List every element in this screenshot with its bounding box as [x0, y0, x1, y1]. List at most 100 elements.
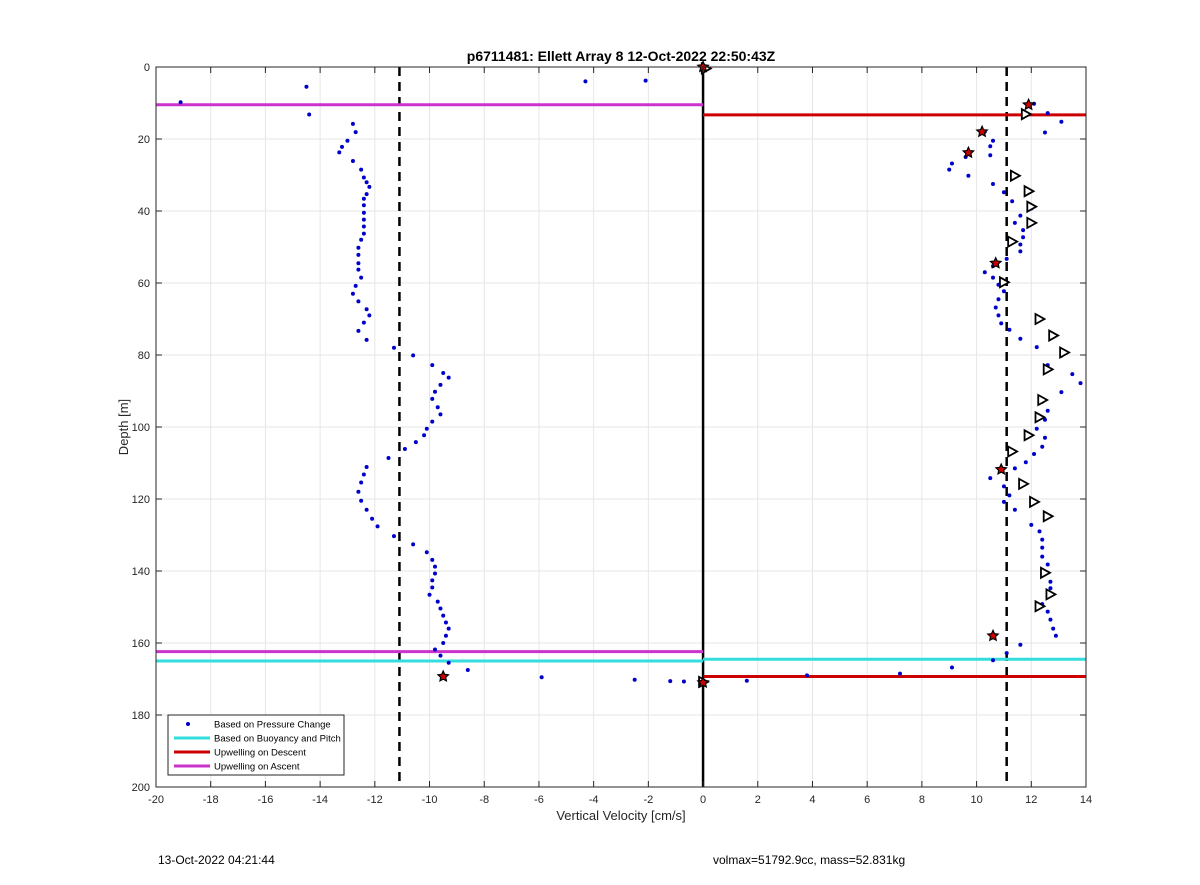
data-point	[386, 455, 391, 460]
data-point	[364, 337, 369, 342]
data-point	[1007, 493, 1012, 498]
data-point	[1010, 199, 1015, 204]
data-point	[1048, 617, 1053, 622]
chart-title: p6711481: Ellett Array 8 12-Oct-2022 22:…	[467, 48, 776, 64]
data-point	[991, 182, 995, 186]
data-point	[465, 668, 470, 672]
data-point	[435, 599, 440, 604]
data-point	[422, 433, 427, 438]
data-point	[433, 564, 437, 569]
axis-ticks: -20 -18 -16 -14 -12 -10 -8 -6 -4 -2 0 2 4 6 8 10 12 14020…	[132, 62, 1092, 806]
data-point	[402, 446, 407, 451]
data-point	[356, 328, 361, 333]
data-point	[435, 405, 440, 410]
data-point	[1040, 444, 1045, 449]
data-point	[359, 480, 364, 485]
data-point	[361, 203, 366, 208]
data-point	[681, 679, 686, 684]
data-point	[1001, 289, 1006, 294]
data-point	[1037, 529, 1042, 534]
data-point	[1078, 381, 1083, 386]
data-point	[1018, 242, 1023, 247]
star-marker	[1021, 97, 1036, 111]
data-point	[364, 507, 369, 512]
x-tick-label: -12	[367, 794, 383, 806]
data-point	[988, 476, 993, 481]
data-point	[356, 299, 361, 304]
star-marker	[436, 669, 450, 683]
y-tick-label: 180	[132, 710, 150, 722]
data-point	[430, 557, 435, 562]
data-point	[1042, 417, 1047, 422]
data-point	[356, 489, 361, 494]
data-point	[438, 606, 443, 611]
data-point	[424, 550, 429, 555]
data-point	[411, 542, 416, 547]
data-point	[991, 275, 995, 280]
data-point	[668, 679, 673, 684]
triangle-marker	[1045, 587, 1058, 601]
footer-timestamp: 13-Oct-2022 04:21:44	[158, 853, 275, 867]
data-point	[898, 671, 902, 676]
data-point	[430, 396, 435, 401]
triangle-marker	[1026, 216, 1039, 230]
data-point	[391, 534, 396, 539]
data-point	[446, 660, 451, 665]
data-point	[350, 291, 355, 296]
triangle-marker	[999, 275, 1011, 289]
data-point	[359, 237, 364, 242]
data-point	[304, 84, 309, 89]
data-point	[643, 78, 648, 83]
data-point	[413, 440, 418, 445]
triangle-marker	[1059, 345, 1071, 360]
y-tick-label: 80	[138, 350, 150, 362]
data-point	[361, 210, 366, 215]
y-tick-label: 40	[138, 206, 150, 218]
data-point	[361, 196, 366, 201]
data-point	[1045, 609, 1050, 614]
data-point	[361, 320, 366, 325]
data-point	[353, 283, 358, 288]
x-tick-label: 6	[864, 794, 870, 806]
data-point	[1040, 545, 1045, 550]
data-point	[1023, 460, 1028, 465]
data-point	[988, 144, 993, 149]
data-point	[1040, 537, 1045, 542]
triangle-marker	[1040, 566, 1052, 580]
triangle-marker	[1042, 362, 1055, 376]
data-point	[441, 371, 446, 375]
data-point	[350, 158, 355, 163]
data-point	[441, 641, 446, 645]
data-point	[1059, 390, 1064, 395]
star-marker	[994, 462, 1008, 476]
data-point	[1018, 642, 1023, 647]
data-point	[361, 231, 366, 236]
data-point	[996, 313, 1001, 318]
data-point	[375, 524, 380, 529]
data-point	[1051, 626, 1056, 631]
data-point	[1029, 522, 1034, 527]
x-tick-label: -2	[643, 794, 653, 806]
legend-label: Based on Buoyancy and Pitch	[214, 734, 341, 745]
y-tick-label: 120	[132, 494, 150, 506]
data-point	[353, 130, 358, 135]
x-tick-label: -16	[257, 794, 273, 806]
triangle-marker	[1034, 599, 1047, 613]
data-point	[178, 100, 183, 105]
data-point	[1045, 408, 1050, 413]
data-point	[1001, 499, 1006, 504]
data-point	[359, 498, 364, 503]
data-point	[356, 261, 361, 266]
data-point	[1012, 466, 1017, 471]
data-point	[446, 626, 451, 631]
star-marker	[961, 145, 975, 159]
data-point	[996, 297, 1001, 302]
data-point	[1021, 228, 1026, 233]
x-tick-label: -8	[479, 794, 489, 806]
data-point	[356, 252, 361, 257]
data-point	[430, 419, 435, 424]
data-point	[949, 161, 954, 166]
data-point	[356, 245, 361, 250]
triangle-marker	[1034, 410, 1047, 424]
star-marker	[989, 256, 1003, 269]
